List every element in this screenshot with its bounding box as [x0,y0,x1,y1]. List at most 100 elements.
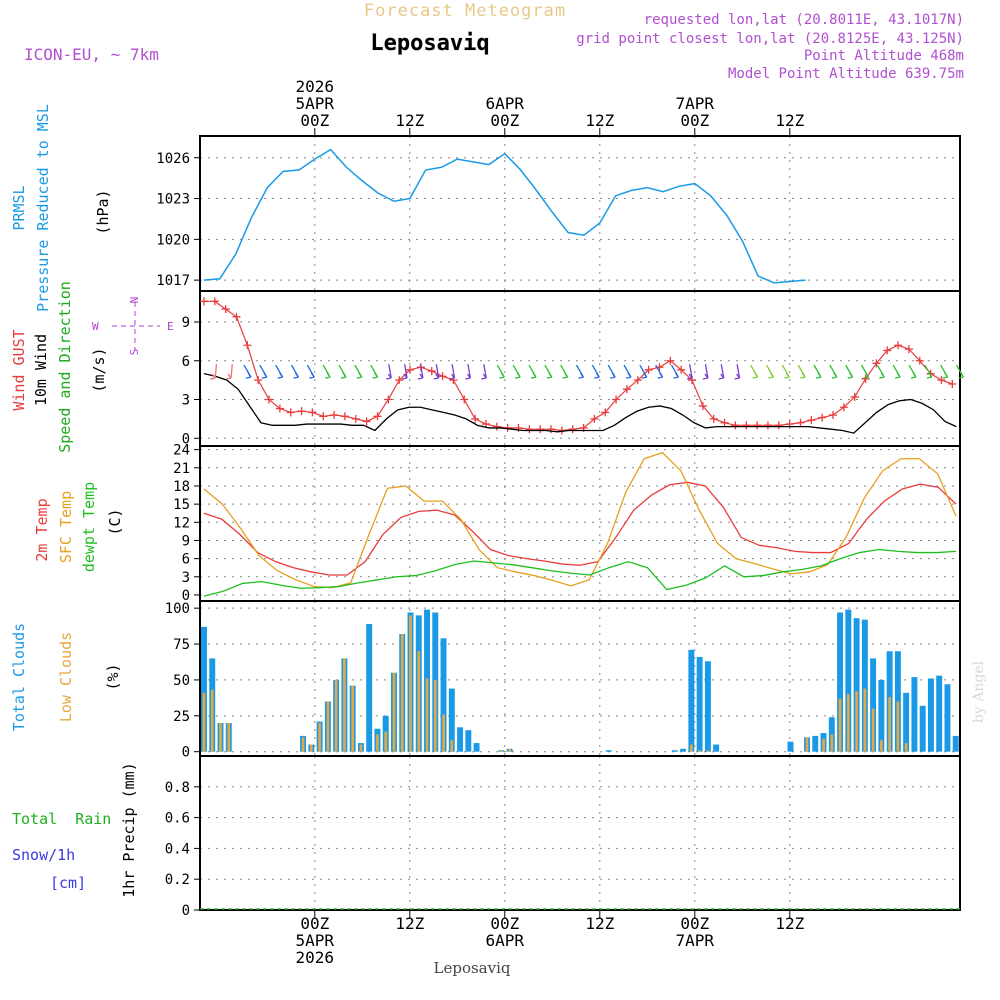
wind-direction-arrow-19 [512,364,521,379]
clouds-unit: (%) [104,663,122,690]
precip-ytick-label-0: 0 [182,903,190,919]
total-cloud-bar-62 [713,744,720,752]
wind-direction-arrow-7 [322,364,331,379]
wind-direction-arrow-30 [686,364,693,380]
wind-ytick-label-0: 0 [182,431,190,447]
precip-ytick-label-2: 0.4 [165,841,190,857]
gust-marker-40 [633,376,642,385]
gust-marker-63 [883,346,892,355]
total-cloud-bar-85 [903,692,910,752]
gust-marker-41 [644,365,653,374]
wind-ytick-label-3: 9 [182,315,190,331]
bottom-tick-label-0-1: 5APR [296,931,335,950]
gust-marker-8 [286,408,295,417]
gust-marker-64 [894,341,903,350]
low-cloud-bar-13 [310,744,313,752]
model-label: ICON-EU, ~ 7km [24,45,159,64]
wind-direction-arrow-5 [290,364,300,379]
wind-ytick-label-1: 3 [182,393,190,409]
info-line-requested: requested lon,lat (20.8011E, 43.1017N) [644,12,964,28]
total-cloud-bar-82 [878,679,885,752]
low-cloud-bar-77 [838,698,842,752]
pressure-ytick-label-0: 1017 [156,273,190,289]
wind-direction-arrow-9 [354,364,363,379]
low-cloud-bar-80 [863,688,867,752]
total-cloud-bar-31 [457,727,464,752]
top-tick-label-4-1: 00Z [680,111,709,130]
wind-direction-arrow-45 [924,364,933,379]
wind-direction-arrow-6 [306,364,315,379]
wind-direction-arrow-47 [955,364,965,379]
total-cloud-bar-71 [787,741,794,752]
top-tick-label-5-0: 12Z [775,111,804,130]
total-cloud-bar-78 [845,609,852,752]
low-cloud-bar-25 [409,615,412,752]
gust-marker-6 [265,395,274,404]
pressure-ytick-label-3: 1026 [156,151,190,167]
temp-dewpt-line [203,548,957,597]
low-cloud-bar-59 [690,744,693,752]
gust-marker-57 [818,413,827,422]
total-cloud-bar-59 [688,649,695,752]
low-cloud-bar-30 [450,740,454,752]
compass-north: N [128,297,141,304]
location-title: Leposaviq [370,31,489,56]
temp-frame [199,445,961,602]
total-cloud-bar-79 [853,618,860,752]
total-cloud-bar-81 [870,658,877,752]
top-tick-label-3-0: 12Z [585,111,614,130]
wind-direction-arrow-3 [259,364,268,379]
total-cloud-bar-91 [952,735,959,752]
clouds-ytick-label-1: 25 [173,709,190,725]
bottom-tick-label-1-0: 12Z [395,914,424,933]
gust-marker-18 [395,376,404,385]
temperature-panel: 0 3 6 9 12 15 18 21 24 [173,443,961,604]
gust-marker-69 [948,380,957,388]
low-cloud-bar-16 [334,679,338,752]
total-cloud-bar-74 [812,735,819,752]
total-cloud-bar-0 [201,626,207,752]
wind-direction-arrow-34 [750,364,759,379]
low-cloud-bar-82 [880,740,883,752]
gust-marker-47 [709,414,718,423]
precip-panel: 0 0.2 0.4 0.6 0.8 [165,755,961,919]
pressure-ytick-label-1: 1020 [156,232,190,248]
gust-marker-66 [915,356,924,365]
gust-marker-27 [492,422,501,431]
gust-marker-37 [601,408,610,417]
wind-direction-arrow-21 [544,364,553,379]
wind-direction-arrow-31 [702,364,709,380]
wind-direction-arrow-2 [243,364,252,379]
low-cloud-bar-23 [392,672,396,752]
temp-unit: (C) [106,508,124,535]
wind-ylabel-gust: Wind GUST [10,329,28,410]
wind-direction-arrow-16 [465,364,472,380]
pressure-panel: 1017 1020 1023 1026 [156,135,961,292]
gust-marker-52 [763,421,772,430]
gust-marker-59 [839,403,848,412]
bottom-tick-label-5-0: 12Z [775,914,804,933]
wind-direction-arrow-0 [210,364,218,380]
gust-marker-14 [351,414,360,423]
bottom-tick-label-0-0: 00Z [300,914,329,933]
gust-marker-44 [677,365,686,374]
top-tick-label-0-1: 5APR [296,94,335,113]
low-cloud-bar-2 [219,722,222,752]
wind-direction-arrow-39 [829,364,838,379]
gust-marker-3 [232,312,241,321]
low-cloud-bar-79 [855,691,858,752]
gust-marker-43 [666,356,675,365]
wind-panel: 0 3 6 9 [182,290,965,447]
pressure-ylabel-prmsl: PRMSL [10,185,28,230]
pressure-line [203,148,806,284]
total-cloud-bar-49 [605,750,612,752]
low-cloud-bar-18 [351,685,354,752]
wind-direction-arrow-35 [765,364,775,379]
temperature-labels: 2m Temp SFC Temp dewpt Temp (C) [33,482,124,572]
wind-labels: Wind GUST 10m Wind Speed and Direction (… [10,281,174,453]
wind-direction-arrow-4 [275,364,284,379]
compass-east: E [167,320,174,333]
wind-ylabel-10m: 10m Wind [32,334,50,406]
